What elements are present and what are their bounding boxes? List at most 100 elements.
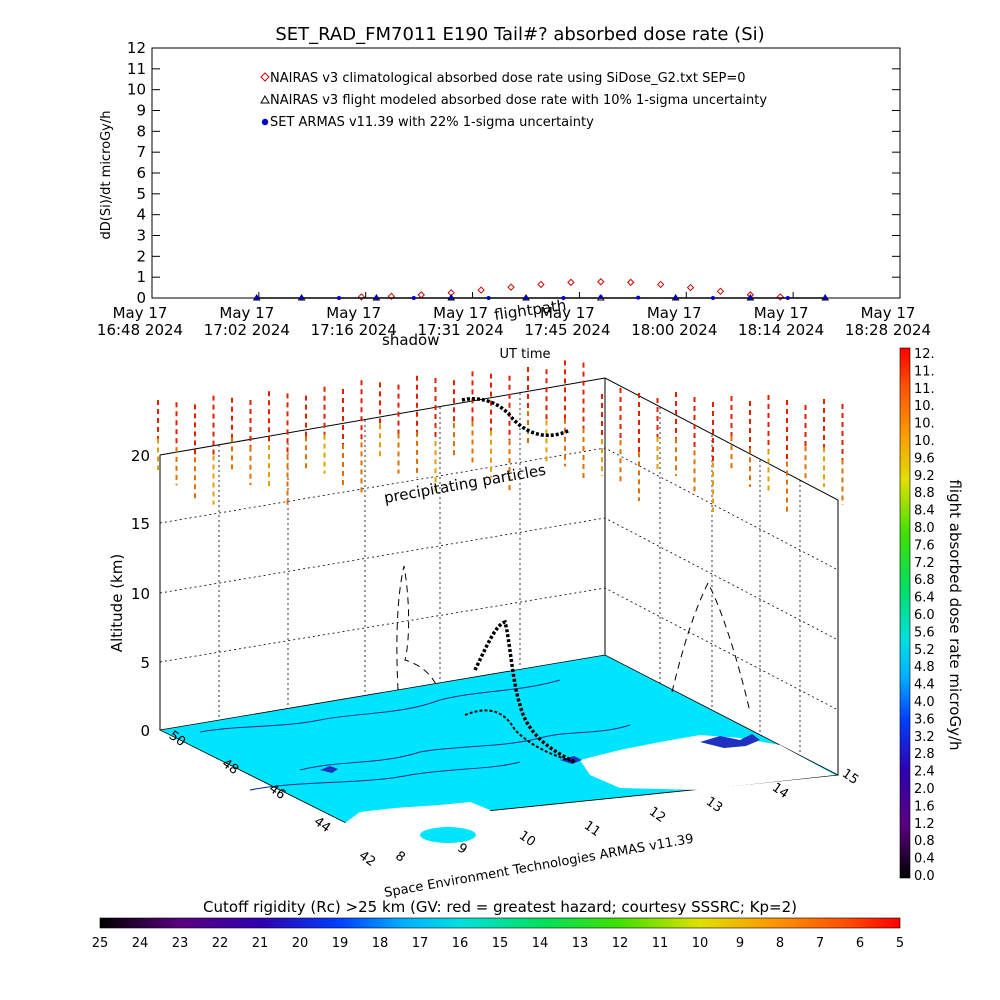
y-tick-label: 1 bbox=[136, 268, 146, 286]
cutoff-tick-label: 15 bbox=[492, 936, 509, 951]
colorbar-tick-label: 8.4 bbox=[914, 504, 935, 519]
colorbar-tick-label: 3.2 bbox=[914, 730, 935, 745]
legend-label-flight: NAIRAS v3 flight modeled absorbed dose r… bbox=[270, 93, 767, 108]
cutoff-tick-label: 8 bbox=[776, 936, 784, 951]
cutoff-gradient bbox=[99, 917, 901, 929]
altitude-gridlines bbox=[159, 447, 839, 711]
x-tick-label: 18:14 2024 bbox=[738, 321, 824, 339]
y-tick-label: 7 bbox=[136, 143, 146, 161]
top-y-axis-label: dD(Si)/dt microGy/h bbox=[99, 111, 114, 240]
longitude-tick-label: 9 bbox=[454, 841, 469, 858]
climatological-point bbox=[507, 283, 515, 291]
altitude-tick-label: 20 bbox=[131, 447, 150, 465]
colorbar-ticks: 12. 11. 11. 10. 10. 10. 9.6 9.2 8.8 8.4 8.0 7.6 7.2 6… bbox=[914, 347, 935, 884]
colorbar-tick-label: 5.2 bbox=[914, 643, 935, 658]
top-series-group bbox=[252, 278, 830, 301]
cutoff-rigidity-label: Cutoff rigidity (Rc) >25 km (GV: red = g… bbox=[203, 898, 797, 916]
armas-point bbox=[254, 296, 259, 300]
climatological-point bbox=[387, 292, 396, 301]
altitude-axis: 0 5 10 15 20 bbox=[131, 447, 150, 740]
cutoff-tick-label: 10 bbox=[692, 936, 709, 951]
colorbar-tick-label: 1.6 bbox=[914, 799, 935, 814]
longitude-tick-label: 12 bbox=[646, 804, 668, 826]
armas-point bbox=[636, 295, 641, 300]
x-tick-label: 18:28 2024 bbox=[845, 321, 931, 339]
colorbar-tick-label: 12. bbox=[914, 347, 935, 362]
cutoff-rigidity-colorbar: Cutoff rigidity (Rc) >25 km (GV: red = g… bbox=[92, 898, 904, 951]
colorbar-tick-label: 3.6 bbox=[914, 712, 935, 727]
armas-point bbox=[785, 296, 790, 300]
climatological-point bbox=[686, 283, 695, 292]
dose-rate-colorbar: 12. 11. 11. 10. 10. 10. 9.6 9.2 8.8 8.4 8.0 7.6 7.2 6… bbox=[899, 347, 964, 884]
armas-point bbox=[299, 296, 304, 300]
climatological-point bbox=[477, 286, 485, 294]
colorbar-tick-label: 6.4 bbox=[914, 591, 935, 606]
armas-point bbox=[449, 296, 454, 300]
colorbar-tick-label: 6.0 bbox=[914, 608, 935, 623]
x-tick-label: May 17 bbox=[540, 304, 595, 322]
cutoff-tick-label: 7 bbox=[816, 936, 824, 951]
armas-point bbox=[561, 296, 566, 300]
chart-title: SET_RAD_FM7011 E190 Tail#? absorbed dose… bbox=[275, 24, 764, 45]
climatological-point bbox=[597, 278, 605, 286]
altitude-tick-label: 5 bbox=[140, 654, 150, 672]
colorbar-tick-label: 5.6 bbox=[914, 625, 935, 640]
cutoff-tick-label: 18 bbox=[372, 936, 389, 951]
longitude-tick-label: 14 bbox=[769, 780, 791, 802]
colorbar-tick-label: 8.8 bbox=[914, 486, 935, 501]
colorbar-tick-label: 7.2 bbox=[914, 556, 935, 571]
precipitating-particle-columns bbox=[157, 360, 844, 512]
x-tick-label: 17:16 2024 bbox=[311, 321, 397, 339]
flight-ground-track bbox=[464, 709, 576, 763]
colorbar-tick-label: 10. bbox=[914, 417, 935, 432]
armas-point bbox=[411, 296, 416, 300]
climatological-point bbox=[537, 280, 545, 289]
armas-point bbox=[823, 296, 828, 300]
x-tick-label: 18:00 2024 bbox=[631, 321, 717, 339]
cutoff-tick-label: 16 bbox=[452, 936, 469, 951]
colorbar-gradient bbox=[899, 347, 911, 879]
colorbar-tick-label: 2.8 bbox=[914, 747, 935, 762]
map-island bbox=[420, 827, 476, 843]
cutoff-tick-label: 12 bbox=[612, 936, 629, 951]
colorbar-tick-label: 0.8 bbox=[914, 834, 935, 849]
top-legend: NAIRAS v3 climatological absorbed dose r… bbox=[260, 71, 767, 130]
cutoff-tick-label: 17 bbox=[412, 936, 429, 951]
x-tick-label: May 17 bbox=[433, 304, 488, 322]
colorbar-tick-label: 2.4 bbox=[914, 765, 935, 780]
colorbar-label: flight absorbed dose rate microGy/h bbox=[946, 479, 964, 750]
legend-marker-climatological bbox=[260, 72, 270, 82]
map-land-white-south bbox=[345, 802, 500, 855]
colorbar-tick-label: 11. bbox=[914, 364, 935, 379]
cutoff-tick-label: 13 bbox=[572, 936, 589, 951]
colorbar-tick-label: 7.6 bbox=[914, 538, 935, 553]
longitude-tick-label: 11 bbox=[581, 818, 603, 840]
legend-label-armas: SET ARMAS v11.39 with 22% 1-sigma uncert… bbox=[270, 115, 594, 130]
box-back-edges bbox=[159, 377, 839, 775]
armas-point bbox=[374, 296, 379, 300]
latitude-tick-label: 44 bbox=[311, 814, 333, 836]
legend-marker-armas bbox=[261, 118, 269, 126]
y-tick-label: 10 bbox=[127, 81, 146, 99]
cutoff-tick-label: 11 bbox=[652, 936, 669, 951]
armas-point bbox=[711, 296, 715, 300]
cutoff-tick-label: 6 bbox=[856, 936, 864, 951]
armas-point bbox=[524, 296, 528, 300]
colorbar-tick-label: 4.4 bbox=[914, 678, 935, 693]
x-tick-label: May 17 bbox=[861, 304, 916, 322]
x-tick-label: 16:48 2024 bbox=[97, 321, 183, 339]
y-tick-label: 12 bbox=[127, 39, 146, 57]
colorbar-tick-label: 8.0 bbox=[914, 521, 935, 536]
cutoff-tick-label: 24 bbox=[132, 936, 149, 951]
top-x-axis-label: UT time bbox=[500, 347, 551, 362]
colorbar-tick-label: 2.0 bbox=[914, 782, 935, 797]
altitude-axis-label: Altitude (km) bbox=[108, 554, 126, 652]
cutoff-tick-label: 21 bbox=[252, 936, 269, 951]
armas-point bbox=[673, 296, 678, 300]
armas-point bbox=[748, 296, 753, 300]
legend-marker-flight bbox=[260, 94, 270, 104]
x-tick-label: 17:31 2024 bbox=[417, 321, 503, 339]
cutoff-tick-label: 14 bbox=[532, 936, 549, 951]
x-tick-label: May 17 bbox=[113, 304, 168, 322]
